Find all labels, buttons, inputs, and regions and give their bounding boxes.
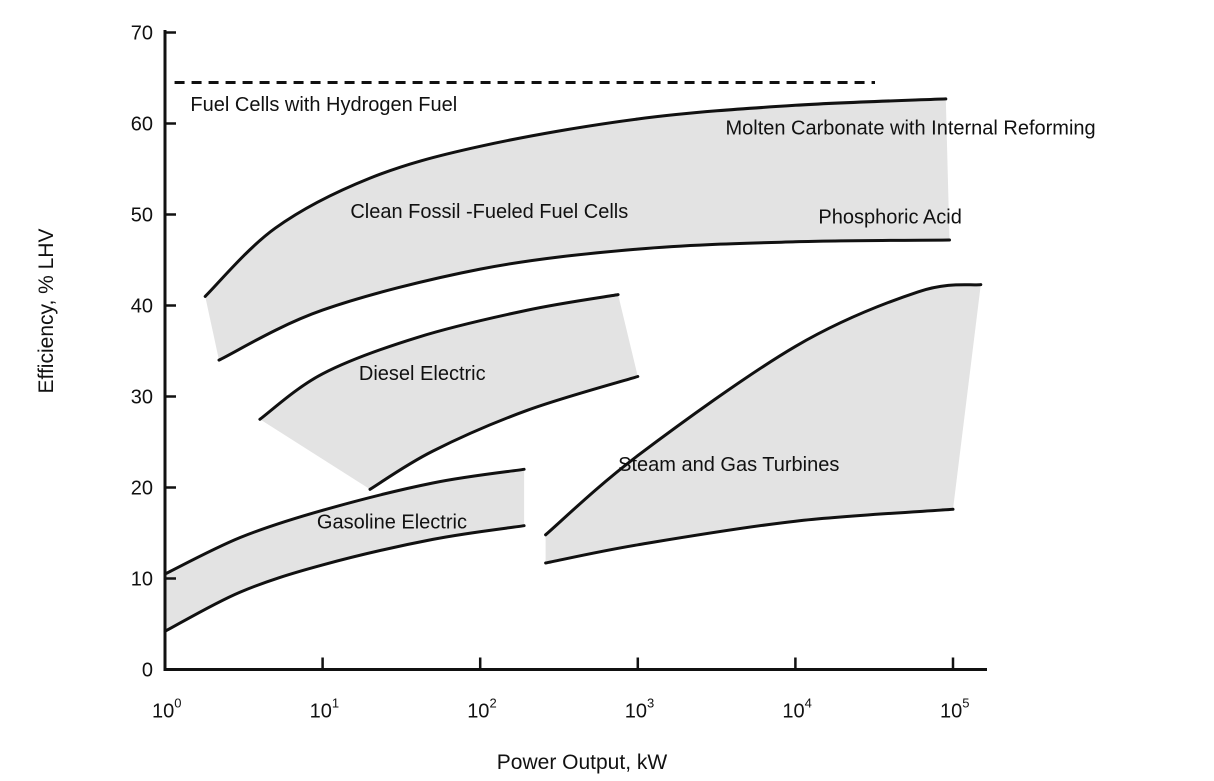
annotation-hydrogen: Fuel Cells with Hydrogen Fuel — [190, 94, 457, 116]
x-tick-label: 103 — [625, 696, 654, 723]
annotation-diesel: Diesel Electric — [359, 363, 486, 385]
y-tick-label: 30 — [131, 387, 153, 409]
band-upper-edge-gasoline-electric — [163, 467, 526, 576]
x-ticks: 100 101 102 103 104 105 — [152, 657, 969, 723]
band-clean-fossil-fueled-fuel-cells — [203, 97, 951, 362]
band-lower-edge-gasoline-electric — [163, 524, 526, 633]
annotation-molten: Molten Carbonate with Internal Reforming — [725, 117, 1095, 139]
band-lower-edge-steam-and-gas-turbines — [544, 507, 955, 565]
band-lower-edge-diesel-electric — [368, 375, 640, 491]
band-lower-edge-clean-fossil-fueled-fuel-cells — [217, 238, 951, 362]
annotation-clean: Clean Fossil -Fueled Fuel Cells — [350, 201, 628, 223]
band-fill-clean-fossil-fueled-fuel-cells — [205, 98, 950, 361]
y-tick-label: 20 — [131, 478, 153, 500]
x-axis-title: Power Output, kW — [497, 751, 668, 774]
axes — [163, 30, 987, 671]
efficiency-bands — [163, 97, 983, 633]
annotation-gasoline: Gasoline Electric — [317, 511, 467, 533]
y-axis-title: Efficiency, % LHV — [35, 229, 58, 394]
y-tick-label: 50 — [131, 205, 153, 227]
x-tick-label: 101 — [310, 696, 339, 723]
band-fill-steam-and-gas-turbines — [545, 284, 981, 563]
band-fill-gasoline-electric — [165, 469, 525, 632]
y-tick-label: 70 — [131, 23, 153, 45]
y-tick-label: 40 — [131, 296, 153, 318]
annotations: Fuel Cells with Hydrogen Fuel Molten Carb… — [190, 94, 1095, 534]
band-diesel-electric — [258, 293, 640, 491]
x-tick-label: 102 — [467, 696, 496, 723]
x-tick-label: 100 — [152, 696, 181, 723]
band-upper-edge-steam-and-gas-turbines — [544, 283, 983, 537]
band-upper-edge-clean-fossil-fueled-fuel-cells — [203, 97, 948, 298]
annotation-steam: Steam and Gas Turbines — [618, 454, 839, 476]
band-upper-edge-diesel-electric — [258, 293, 620, 421]
y-tick-label: 10 — [131, 569, 153, 591]
annotation-phosphoric: Phosphoric Acid — [818, 207, 961, 229]
band-steam-and-gas-turbines — [544, 283, 983, 565]
y-tick-label: 0 — [142, 660, 153, 682]
band-fill-diesel-electric — [259, 294, 638, 490]
x-tick-label: 104 — [782, 696, 811, 723]
x-tick-label: 105 — [940, 696, 969, 723]
band-gasoline-electric — [163, 467, 526, 633]
y-tick-label: 60 — [131, 114, 153, 136]
y-ticks: 0 10 20 30 40 50 60 70 — [131, 23, 176, 682]
